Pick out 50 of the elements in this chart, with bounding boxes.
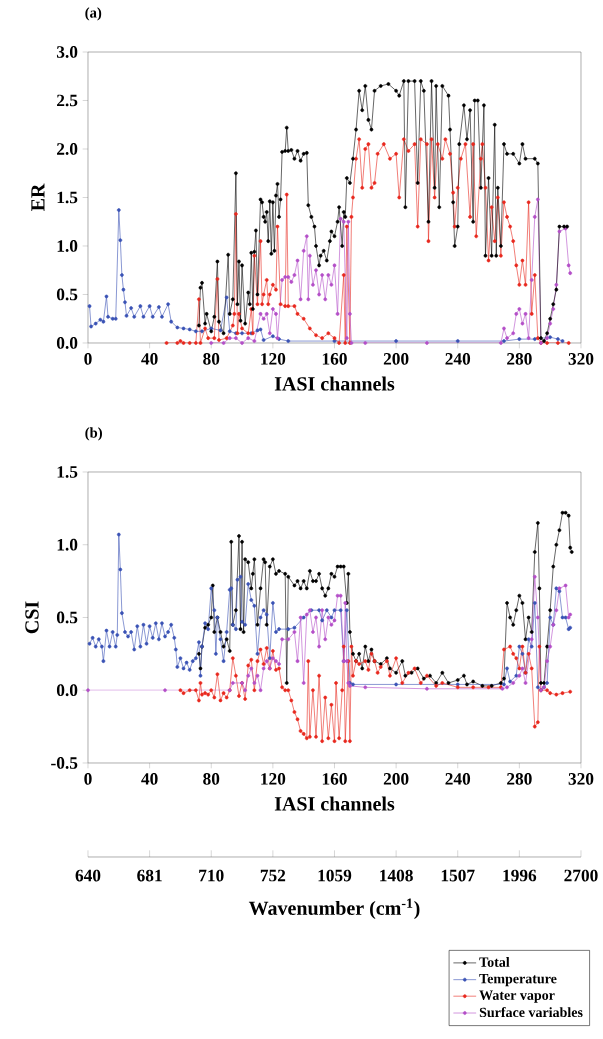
x-tick-label: 120 <box>261 353 286 365</box>
y-axis-title: ER <box>31 183 45 212</box>
x-tick-label: 160 <box>322 773 347 785</box>
x-tick-label: 240 <box>445 773 471 785</box>
text: Wavenumber (cm$^{-1}$) <box>248 898 420 920</box>
x-tick-label: 200 <box>383 353 409 365</box>
x-tick-label: 40 <box>141 353 158 365</box>
y-tick-label: 2.5 <box>57 94 78 107</box>
legend-label: Total <box>479 957 510 967</box>
x-tick-label: 120 <box>261 773 286 785</box>
x-tick-label: 280 <box>507 353 532 365</box>
category-label: 1059 <box>318 869 352 882</box>
y-tick-label: 0.0 <box>56 337 78 349</box>
x-tick-label: 240 <box>445 353 471 365</box>
x-tick-label: 160 <box>322 353 347 365</box>
x-tick-label: 200 <box>383 773 409 785</box>
x-tick-label: 40 <box>141 773 158 785</box>
category-label: 710 <box>199 869 224 882</box>
x-tick-label: 320 <box>568 773 594 785</box>
y-tick-label: 0.5 <box>56 288 78 301</box>
category-label: 640 <box>75 869 101 882</box>
x-axis-title: IASI channels <box>274 376 395 391</box>
category-label: 2700 <box>564 869 598 882</box>
category-label: 1996 <box>503 869 537 882</box>
y-tick-label: 0.0 <box>56 684 78 697</box>
x-axis-title: IASI channels <box>274 796 395 811</box>
y-tick-label: -0.5 <box>51 757 78 769</box>
x-tick-label: 80 <box>203 773 220 785</box>
y-tick-label: 1.0 <box>57 240 78 252</box>
legend-label: Water vapor <box>479 990 555 1003</box>
category-label: 1408 <box>380 869 413 882</box>
y-tick-label: 3.0 <box>56 46 78 58</box>
y-tick-label: 0.5 <box>56 611 78 624</box>
y-tick-label: 1.5 <box>57 191 78 204</box>
x-tick-label: 280 <box>507 773 532 785</box>
chart-title: (b) <box>85 427 102 441</box>
y-axis-title: CSI <box>25 601 39 634</box>
y-tick-label: 2.0 <box>57 143 78 155</box>
chart-title: (a) <box>85 7 102 21</box>
y-tick-label: 1.0 <box>57 538 78 551</box>
x-tick-label: 0 <box>84 773 92 785</box>
category-label: 752 <box>260 869 286 882</box>
category-label: 1507 <box>441 869 475 882</box>
legend-label: Surface variables <box>479 1007 583 1018</box>
legend-label: Temperature <box>479 974 557 987</box>
category-label: 681 <box>137 869 162 882</box>
x-tick-label: 80 <box>203 353 220 365</box>
y-tick-label: 1.5 <box>57 466 78 478</box>
x-tick-label: 320 <box>568 353 594 365</box>
x-tick-label: 0 <box>84 353 92 365</box>
